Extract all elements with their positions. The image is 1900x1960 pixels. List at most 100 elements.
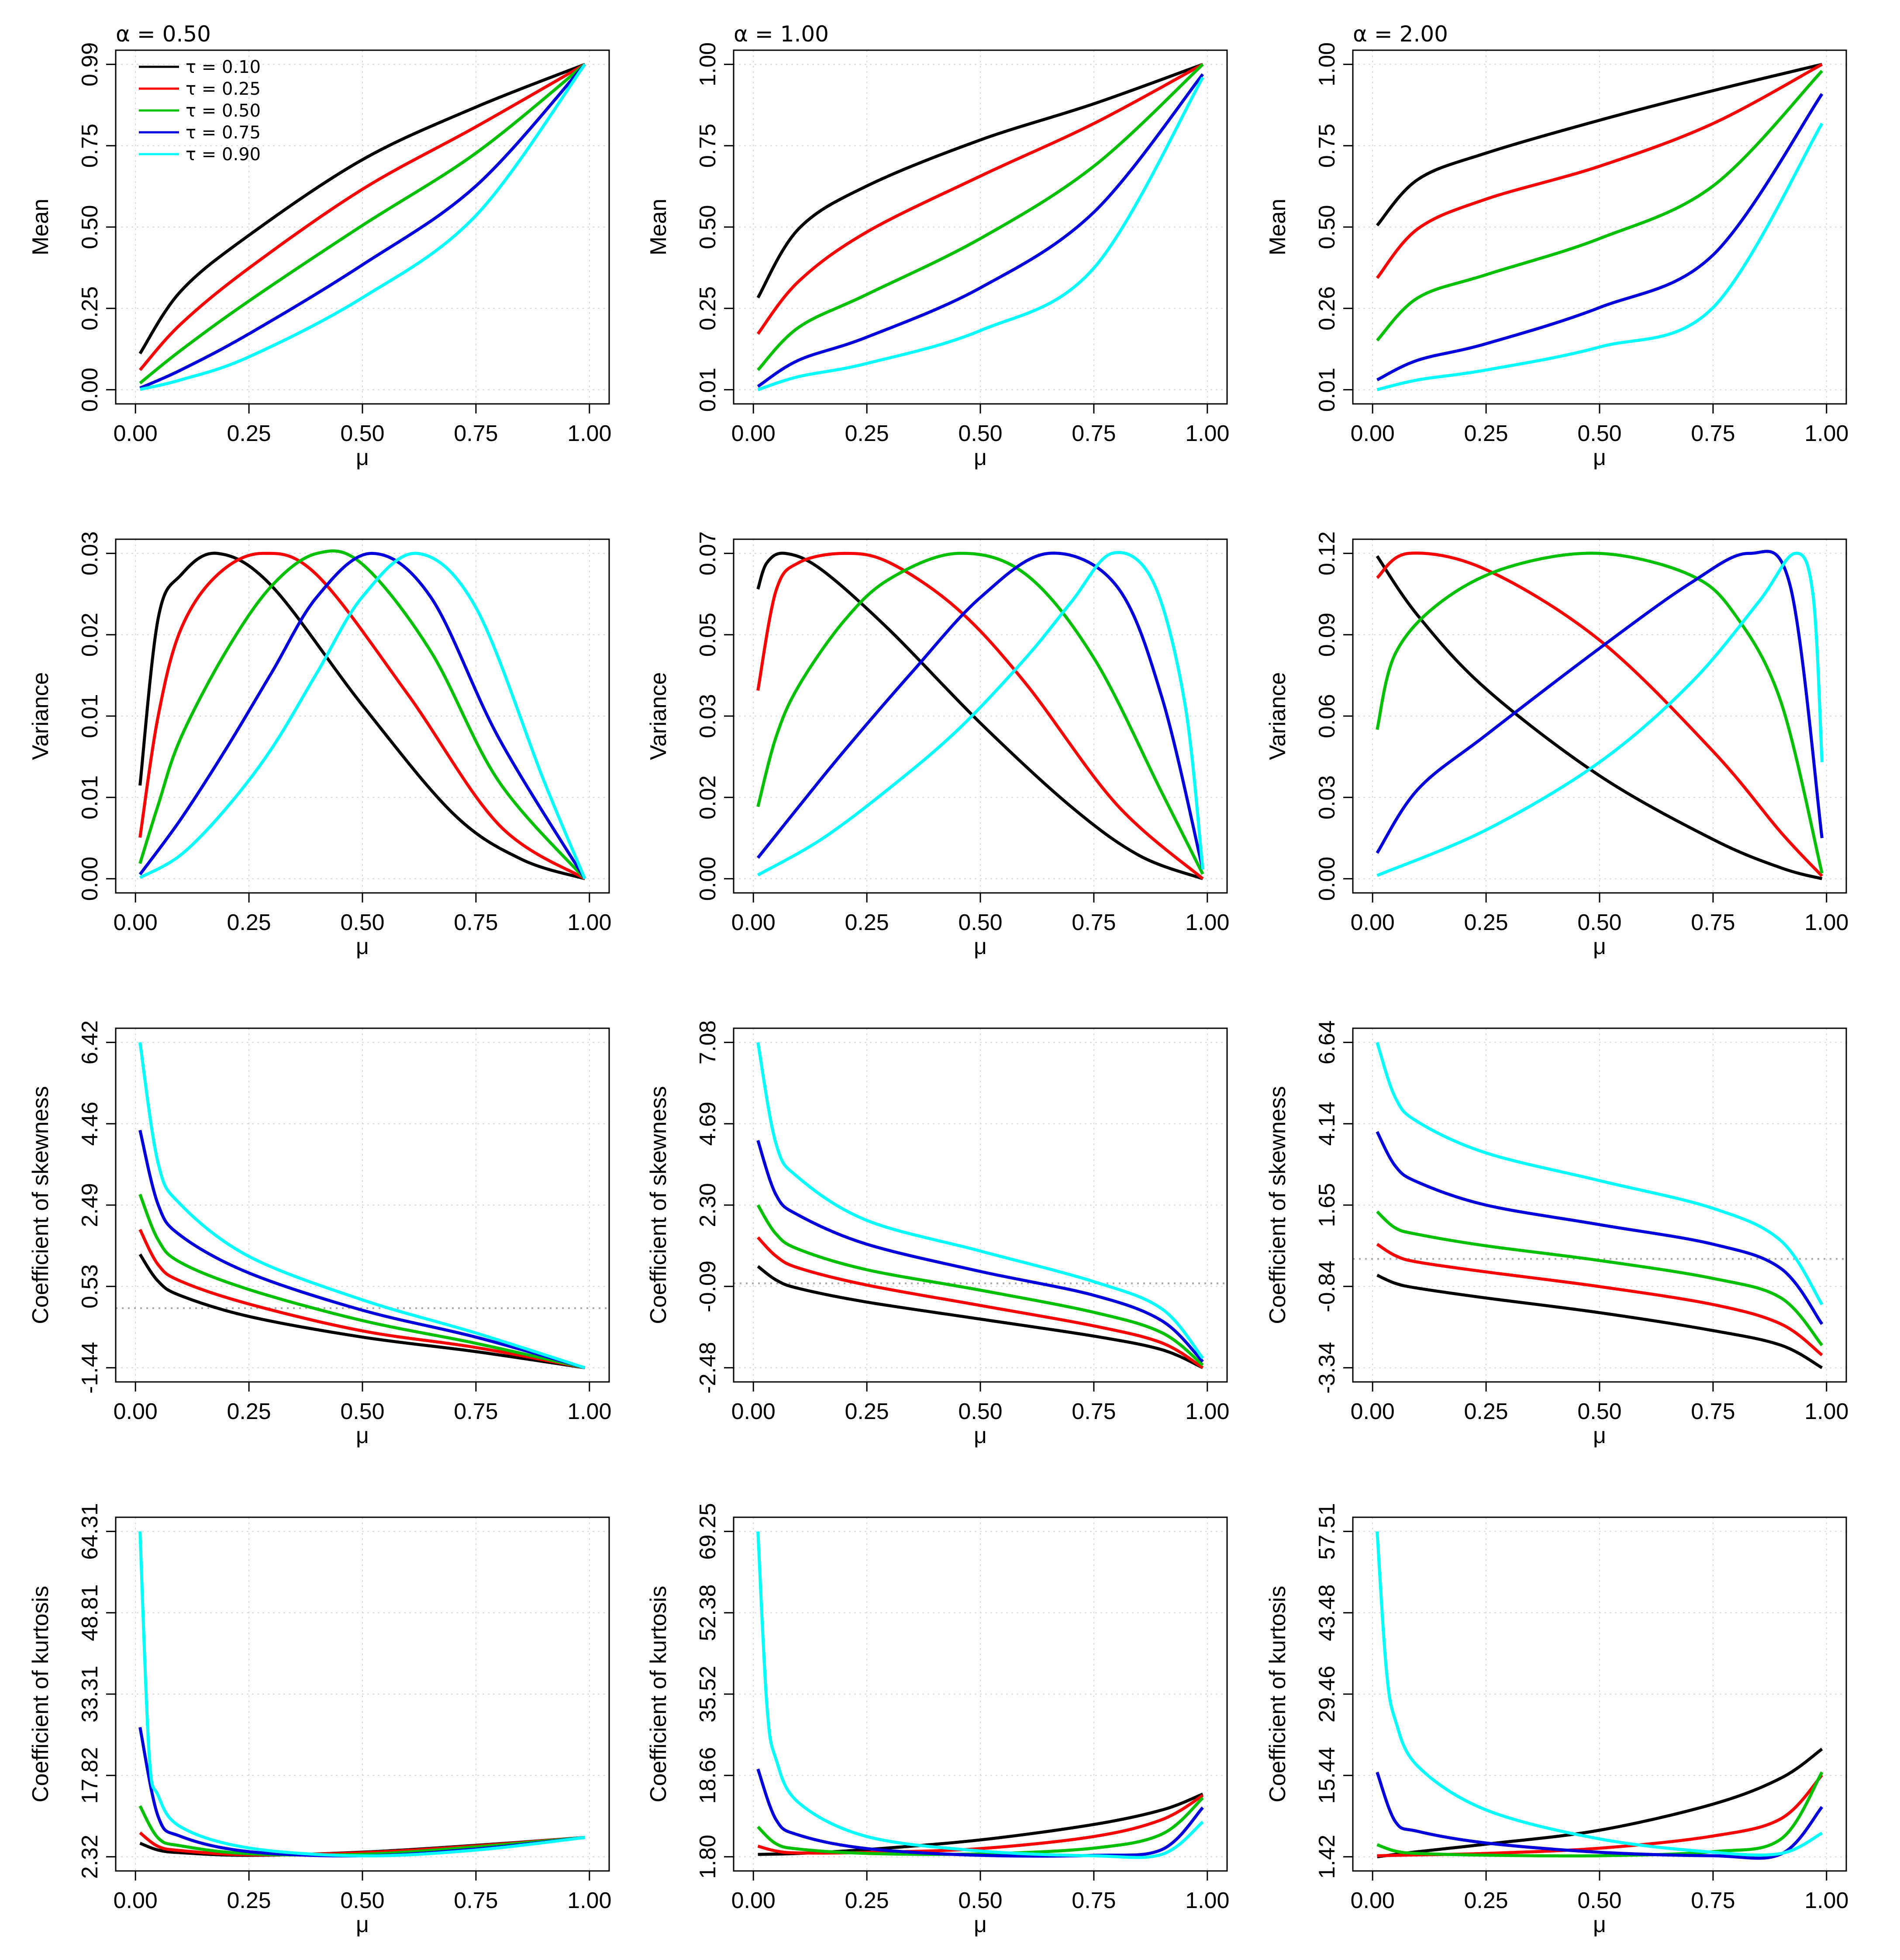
panel-r3-c1: 0.00 0.25 0.50 0.75 1.00 1.80 18.66 35.52 52.38 6…: [646, 1503, 1229, 1937]
series-line-2: [756, 63, 1204, 335]
x-tick-label: 0.00: [1351, 910, 1395, 935]
series-line-2: [1376, 63, 1823, 279]
y-tick-label: 0.26: [1314, 286, 1340, 331]
y-tick-label: 0.25: [77, 286, 103, 331]
y-tick-label: 1.00: [1314, 42, 1340, 86]
series-line-1: [756, 63, 1203, 299]
series-line-4: [1376, 1771, 1824, 1860]
x-tick-label: 0.50: [958, 1888, 1002, 1913]
x-tick-label: 0.25: [845, 1399, 889, 1424]
y-tick-label: 52.38: [695, 1585, 721, 1641]
x-tick-label: 1.00: [1185, 910, 1229, 935]
y-tick-label: 1.80: [695, 1835, 721, 1879]
x-tick-label: 0.25: [1464, 421, 1508, 446]
x-tick-label: 0.00: [114, 910, 158, 935]
y-tick-label: 64.31: [77, 1503, 103, 1560]
panel-r3-c0: 0.00 0.25 0.50 0.75 1.00 2.32 17.82 33.31 48.81 6…: [28, 1503, 611, 1937]
y-tick-label: 2.30: [695, 1183, 721, 1227]
series-line-5: [1376, 551, 1824, 877]
x-tick-label: 1.00: [567, 1888, 611, 1913]
x-tick-label: 0.00: [731, 421, 776, 446]
panel-r0-c0: 0.00 0.25 0.50 0.75 1.00 0.00 0.25 0.50 0.75 0.99…: [28, 21, 611, 470]
y-tick-label: 0.03: [77, 531, 103, 575]
y-axis-label: Coefficient of kurtosis: [28, 1586, 53, 1802]
x-tick-label: 0.25: [1464, 1399, 1508, 1424]
y-axis-label: Variance: [28, 672, 53, 760]
legend-label: τ = 0.50: [186, 101, 261, 121]
y-tick-label: 17.82: [77, 1747, 103, 1804]
x-tick-label: 0.75: [1691, 910, 1735, 935]
x-tick-label: 0.25: [1464, 1888, 1508, 1913]
x-tick-label: 1.00: [1185, 421, 1229, 446]
y-axis-label: Coefficient of skewness: [646, 1086, 671, 1324]
panel-title: α = 2.00: [1353, 21, 1448, 47]
x-axis-label: μ: [356, 1423, 369, 1448]
series-line-4: [757, 73, 1204, 388]
series-line-2: [138, 551, 586, 880]
series-line-1: [757, 1265, 1203, 1369]
x-axis-label: μ: [974, 1423, 987, 1448]
x-tick-label: 0.25: [227, 1399, 271, 1424]
y-tick-label: 0.25: [695, 286, 721, 331]
panel-title: α = 1.00: [734, 21, 829, 47]
x-tick-label: 0.00: [1351, 421, 1395, 446]
series-line-2: [1376, 1243, 1823, 1357]
series-line-1: [1376, 62, 1823, 227]
y-tick-label: -0.09: [695, 1261, 721, 1312]
x-tick-label: 1.00: [1804, 910, 1848, 935]
y-tick-label: 1.00: [695, 42, 721, 86]
y-tick-label: 0.53: [77, 1264, 103, 1309]
y-tick-label: 0.01: [1314, 368, 1340, 412]
x-axis-label: μ: [1593, 1423, 1606, 1448]
y-tick-label: 0.05: [695, 613, 721, 657]
y-tick-label: 0.50: [77, 205, 103, 249]
x-axis-label: μ: [974, 445, 987, 470]
series-line-3: [138, 549, 586, 880]
x-tick-label: 0.00: [731, 910, 776, 935]
y-tick-label: 0.02: [695, 775, 721, 820]
x-tick-label: 0.50: [1577, 421, 1621, 446]
series-line-1: [1377, 1747, 1823, 1859]
series-line-4: [139, 63, 586, 390]
x-tick-label: 0.50: [340, 910, 384, 935]
series-line-3: [756, 1204, 1204, 1367]
x-tick-label: 1.00: [1185, 1888, 1229, 1913]
x-tick-label: 0.75: [1072, 1399, 1116, 1424]
series-line-5: [139, 63, 586, 391]
x-tick-label: 0.75: [454, 1399, 498, 1424]
y-tick-label: 0.03: [1314, 775, 1340, 820]
y-tick-label: 0.03: [695, 694, 721, 738]
y-tick-label: 0.75: [77, 124, 103, 168]
x-tick-label: 0.00: [114, 1888, 158, 1913]
x-tick-label: 0.75: [1072, 1888, 1116, 1913]
y-axis-label: Variance: [646, 672, 671, 760]
y-tick-label: -2.48: [695, 1342, 721, 1394]
legend-label: τ = 0.10: [186, 57, 261, 77]
legend-label: τ = 0.90: [186, 145, 261, 165]
series-line-3: [1376, 70, 1823, 342]
series-line-1: [138, 63, 586, 355]
x-tick-label: 0.50: [340, 1399, 384, 1424]
y-tick-label: 0.75: [695, 124, 721, 168]
x-tick-label: 0.25: [845, 910, 889, 935]
x-tick-label: 1.00: [567, 1399, 611, 1424]
x-tick-label: 1.00: [567, 421, 611, 446]
x-tick-label: 0.50: [340, 1888, 384, 1913]
y-tick-label: 4.14: [1314, 1102, 1340, 1146]
panel-r1-c0: 0.00 0.25 0.50 0.75 1.00 0.00 0.01 0.01 0.02 0.03…: [28, 531, 611, 959]
x-tick-label: 0.25: [845, 1888, 889, 1913]
x-tick-label: 0.25: [227, 910, 271, 935]
x-axis-label: μ: [356, 1912, 369, 1937]
y-tick-label: 0.09: [1314, 613, 1340, 657]
x-tick-label: 0.50: [958, 1399, 1002, 1424]
y-tick-label: 33.31: [77, 1666, 103, 1722]
y-tick-label: -1.44: [77, 1342, 103, 1394]
x-tick-label: 1.00: [1804, 1888, 1848, 1913]
series-line-3: [139, 63, 586, 385]
panel-r2-c1: 0.00 0.25 0.50 0.75 1.00 -2.48 -0.09 2.30 4.69 7.…: [646, 1020, 1229, 1448]
series-line-1: [138, 1253, 585, 1370]
y-axis-label: Mean: [28, 199, 53, 255]
x-tick-label: 0.00: [114, 421, 158, 446]
series-line-4: [1376, 550, 1824, 854]
